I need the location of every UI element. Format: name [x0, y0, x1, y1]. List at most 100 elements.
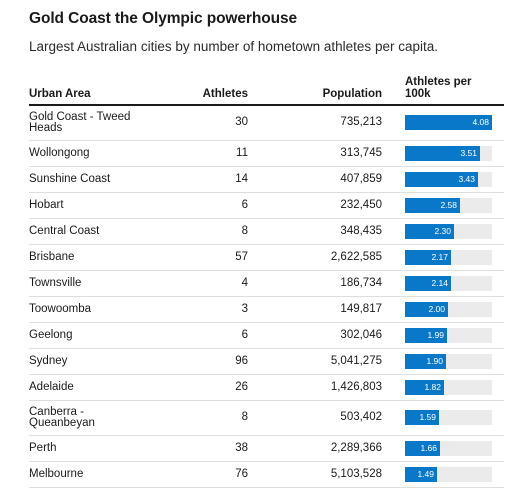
urban-area-label: Toowoomba — [29, 302, 92, 315]
table-row: Brisbane 57 2,622,585 2.17 — [29, 244, 504, 271]
bar: 3.43 — [405, 171, 478, 187]
column-header-athletes-per-100k-line1: Athletes per — [405, 76, 472, 88]
cell-urban-area: Central Coast — [29, 218, 175, 245]
urban-area-label: Canberra - — [29, 405, 84, 418]
column-header-population: Population — [248, 70, 382, 106]
cell-population: 186,734 — [248, 270, 382, 297]
cell-population: 407,859 — [248, 166, 382, 193]
cell-athletes-per-100k: 2.00 — [382, 296, 504, 323]
bar: 2.00 — [405, 301, 448, 317]
cell-athletes-per-100k: 2.14 — [382, 270, 504, 297]
table-row: Geelong 6 302,046 1.99 — [29, 322, 504, 349]
cell-athletes-per-100k: 3.43 — [382, 166, 504, 193]
chart-subtitle: Largest Australian cities by number of h… — [29, 39, 438, 54]
cell-population: 5,103,528 — [248, 461, 382, 488]
bar: 2.17 — [405, 249, 451, 265]
cell-athletes-per-100k: 2.30 — [382, 218, 504, 245]
urban-area-label: Geelong — [29, 328, 73, 341]
table-row: Gold Coast - Tweed Heads 30 735,213 4.08 — [29, 105, 504, 141]
cell-athletes-per-100k: 3.51 — [382, 140, 504, 167]
cell-urban-area: Sunshine Coast — [29, 166, 175, 193]
bar-value-label: 2.14 — [431, 277, 448, 288]
urban-area-label: Wollongong — [29, 146, 90, 159]
cell-athletes: 30 — [175, 105, 248, 141]
table-row: Hobart 6 232,450 2.58 — [29, 192, 504, 219]
bar: 3.51 — [405, 145, 480, 161]
bar-track: 2.17 — [405, 249, 492, 265]
bar-track: 1.90 — [405, 353, 492, 369]
urban-area-label: Townsville — [29, 276, 82, 289]
cell-population: 1,426,803 — [248, 374, 382, 401]
table-row: Toowoomba 3 149,817 2.00 — [29, 296, 504, 323]
bar-value-label: 1.82 — [424, 381, 441, 392]
bar: 1.90 — [405, 353, 446, 369]
bar-track: 1.99 — [405, 327, 492, 343]
bar: 1.66 — [405, 440, 440, 456]
bar-value-label: 3.51 — [460, 147, 477, 158]
bar-track: 1.49 — [405, 466, 492, 482]
cell-population: 149,817 — [248, 296, 382, 323]
bar-value-label: 1.59 — [419, 412, 436, 422]
cell-athletes-per-100k: 4.08 — [382, 105, 504, 141]
cell-athletes: 76 — [175, 461, 248, 488]
cell-urban-area: Canberra - Queanbeyan — [29, 400, 175, 436]
urban-area-label: Central Coast — [29, 224, 100, 237]
column-header-athletes: Athletes — [175, 70, 248, 106]
column-header-athletes-per-100k: Athletes per 100k — [382, 70, 504, 106]
cell-athletes: 8 — [175, 218, 248, 245]
cell-athletes-per-100k: 2.17 — [382, 244, 504, 271]
bar-track: 2.30 — [405, 223, 492, 239]
table-row: Wollongong 11 313,745 3.51 — [29, 140, 504, 167]
bar-track: 3.43 — [405, 171, 492, 187]
urban-area-label: Gold Coast - Tweed — [29, 110, 131, 123]
cell-athletes: 26 — [175, 374, 248, 401]
cell-athletes: 4 — [175, 270, 248, 297]
bar: 1.49 — [405, 466, 437, 482]
urban-area-label: Queanbeyan — [29, 416, 95, 429]
cell-urban-area: Hobart — [29, 192, 175, 219]
urban-area-label: Heads — [29, 121, 63, 134]
cell-athletes-per-100k: 1.66 — [382, 435, 504, 462]
cell-athletes: 14 — [175, 166, 248, 193]
bar-track: 1.59 — [405, 410, 492, 425]
cell-urban-area: Perth — [29, 435, 175, 462]
bar-track: 2.00 — [405, 301, 492, 317]
bar-value-label: 1.99 — [427, 329, 444, 340]
cell-athletes: 11 — [175, 140, 248, 167]
cell-athletes-per-100k: 1.90 — [382, 348, 504, 375]
table-header: Urban Area Athletes Population Athletes … — [29, 70, 504, 106]
cell-population: 313,745 — [248, 140, 382, 167]
table-body: Gold Coast - Tweed Heads 30 735,213 4.08 Woll… — [29, 105, 504, 488]
column-header-urban-area: Urban Area — [29, 70, 175, 106]
bar-track: 1.82 — [405, 379, 492, 395]
cell-athletes-per-100k: 1.59 — [382, 400, 504, 436]
cell-population: 503,402 — [248, 400, 382, 436]
bar-value-label: 1.66 — [420, 442, 437, 453]
bar-value-label: 3.43 — [458, 173, 475, 184]
cell-urban-area: Toowoomba — [29, 296, 175, 323]
cell-athletes: 3 — [175, 296, 248, 323]
cell-population: 2,622,585 — [248, 244, 382, 271]
cell-population: 232,450 — [248, 192, 382, 219]
urban-area-label: Melbourne — [29, 467, 84, 480]
cell-athletes: 38 — [175, 435, 248, 462]
cell-athletes: 96 — [175, 348, 248, 375]
cell-athletes-per-100k: 1.49 — [382, 461, 504, 488]
bar-track: 4.08 — [405, 115, 492, 131]
cell-urban-area: Wollongong — [29, 140, 175, 167]
cell-urban-area: Melbourne — [29, 461, 175, 488]
urban-area-label: Adelaide — [29, 380, 74, 393]
cell-urban-area: Gold Coast - Tweed Heads — [29, 105, 175, 141]
cell-urban-area: Sydney — [29, 348, 175, 375]
bar-track: 3.51 — [405, 145, 492, 161]
urban-area-label: Sydney — [29, 354, 68, 367]
urban-area-label: Hobart — [29, 198, 64, 211]
bar-value-label: 2.00 — [428, 303, 445, 314]
bar: 2.30 — [405, 223, 454, 239]
bar: 4.08 — [405, 115, 492, 131]
cell-urban-area: Brisbane — [29, 244, 175, 271]
bar-track: 2.14 — [405, 275, 492, 291]
bar-value-label: 1.90 — [426, 355, 443, 366]
cell-athletes: 57 — [175, 244, 248, 271]
bar: 1.82 — [405, 379, 444, 395]
